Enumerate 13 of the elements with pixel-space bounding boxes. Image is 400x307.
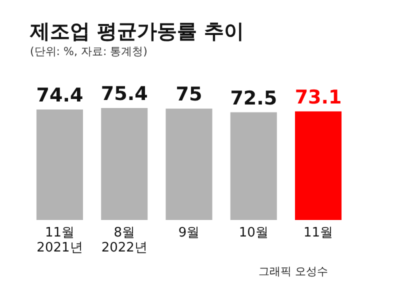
data-label: 75 <box>176 84 202 106</box>
data-label: 72.5 <box>230 87 278 110</box>
data-label: 74.4 <box>36 84 84 106</box>
chart-title: 제조업 평균가동률 추이 <box>29 19 244 43</box>
text: 그래픽 오성수 <box>258 265 328 278</box>
data-label: 75.4 <box>100 83 148 105</box>
x-tick-label: 10월 <box>238 226 268 240</box>
x-tick-label: 9월 <box>178 226 200 240</box>
x-tick-label: 11월 <box>303 226 334 240</box>
x-tick-label: 11월 2021년 <box>36 226 83 256</box>
chart-subtitle: (단위: %, 자료: 통계청) <box>30 45 148 58</box>
data-label: 73.1 <box>294 86 342 108</box>
x-tick-label: 8월 2022년 <box>101 226 148 256</box>
